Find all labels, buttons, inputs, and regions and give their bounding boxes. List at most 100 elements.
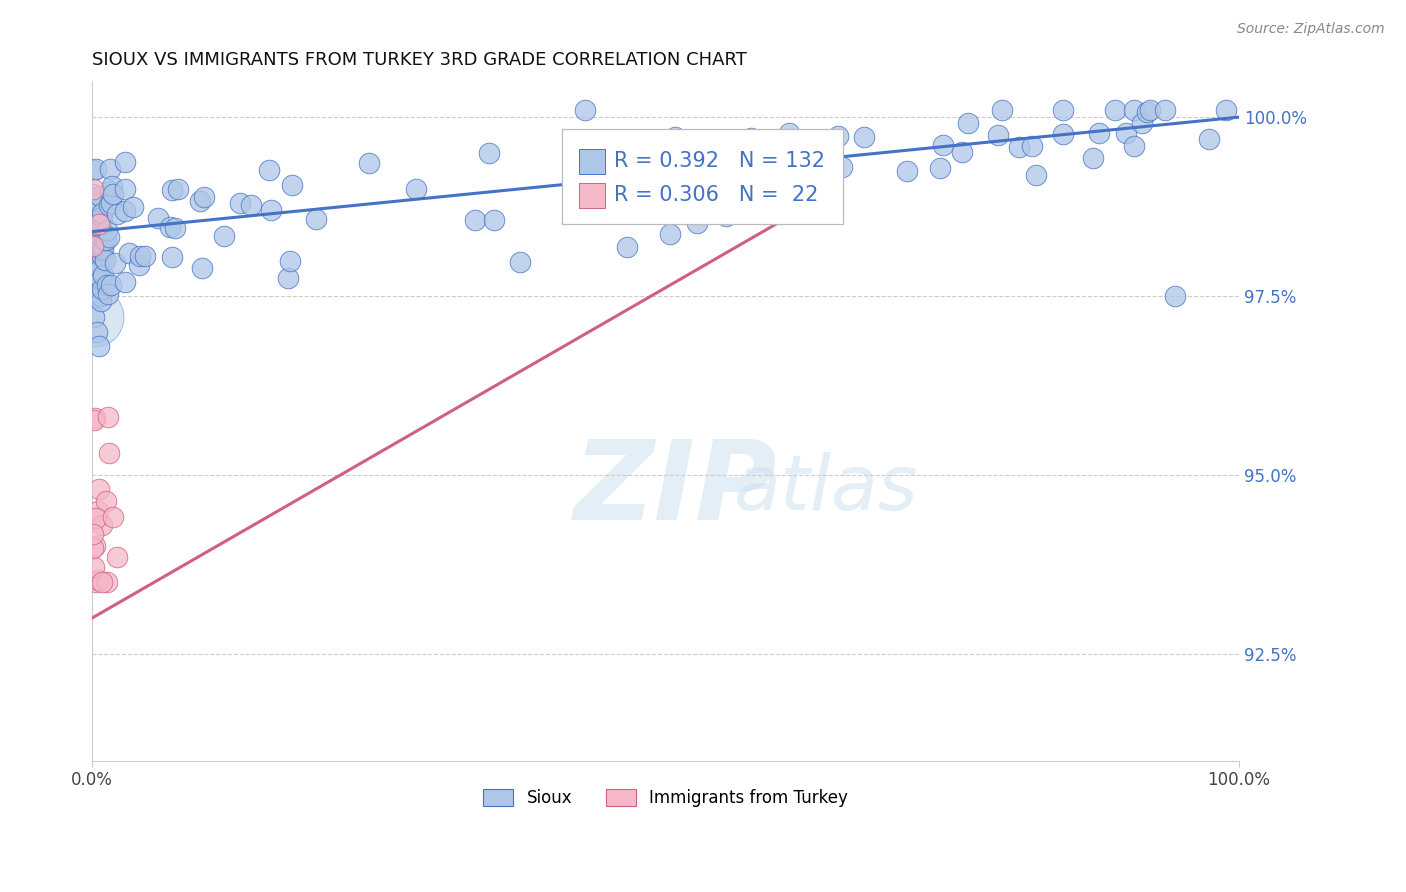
Point xyxy=(82,163,104,178)
Point xyxy=(101,179,124,194)
Text: R = 0.392   N = 132: R = 0.392 N = 132 xyxy=(614,151,825,171)
Point xyxy=(1123,103,1146,117)
Point xyxy=(84,540,107,554)
Point xyxy=(780,170,803,185)
Point xyxy=(1052,127,1074,141)
Point xyxy=(97,230,120,244)
Point xyxy=(105,207,128,221)
Point xyxy=(87,196,110,211)
Point xyxy=(101,510,124,524)
Text: R = 0.306   N =  22: R = 0.306 N = 22 xyxy=(614,185,818,205)
Point xyxy=(1115,126,1137,140)
Point xyxy=(827,128,849,143)
Text: atlas: atlas xyxy=(734,452,918,526)
Point xyxy=(87,219,110,234)
Point xyxy=(89,236,111,251)
Point xyxy=(281,178,304,193)
Point xyxy=(1164,289,1187,303)
Text: ZIP: ZIP xyxy=(574,435,778,542)
Point xyxy=(405,182,427,196)
Point xyxy=(87,227,110,241)
Point xyxy=(96,222,118,236)
Point xyxy=(86,575,108,590)
Point xyxy=(259,163,281,178)
Point xyxy=(991,103,1014,117)
Point xyxy=(82,186,104,201)
Point xyxy=(188,194,211,208)
Point xyxy=(616,239,638,253)
Point xyxy=(160,182,183,196)
Point xyxy=(114,275,136,289)
Point xyxy=(240,198,263,212)
Text: Source: ZipAtlas.com: Source: ZipAtlas.com xyxy=(1237,22,1385,37)
Point xyxy=(1135,105,1157,120)
Point xyxy=(90,289,112,303)
Point xyxy=(87,482,110,496)
Point xyxy=(686,216,709,230)
Point xyxy=(83,410,105,425)
Point xyxy=(84,223,107,237)
Point xyxy=(163,221,186,235)
Point xyxy=(98,198,121,212)
Point xyxy=(82,235,104,249)
Point xyxy=(1139,103,1161,117)
Point xyxy=(167,181,190,195)
Point xyxy=(97,446,120,460)
Point xyxy=(84,218,107,232)
Point xyxy=(82,239,104,253)
Point xyxy=(114,154,136,169)
Point xyxy=(86,202,108,216)
Point xyxy=(114,181,136,195)
Point xyxy=(134,249,156,263)
Point xyxy=(96,278,118,293)
Point xyxy=(478,146,501,161)
Point xyxy=(740,130,762,145)
Point xyxy=(617,148,640,162)
Legend: Sioux, Immigrants from Turkey: Sioux, Immigrants from Turkey xyxy=(477,782,855,814)
Point xyxy=(97,287,120,301)
Point xyxy=(1008,140,1031,154)
Point xyxy=(91,268,114,282)
Point xyxy=(664,130,686,145)
Point xyxy=(787,160,810,174)
Point xyxy=(148,211,170,226)
Point xyxy=(129,249,152,263)
Point xyxy=(96,575,118,590)
Point xyxy=(98,184,121,198)
Text: SIOUX VS IMMIGRANTS FROM TURKEY 3RD GRADE CORRELATION CHART: SIOUX VS IMMIGRANTS FROM TURKEY 3RD GRAD… xyxy=(93,51,747,69)
Point xyxy=(93,233,115,247)
Point xyxy=(86,161,108,176)
Point xyxy=(90,220,112,235)
Point xyxy=(574,103,596,117)
Point xyxy=(91,206,114,220)
Point xyxy=(84,247,107,261)
Point xyxy=(83,310,105,325)
Point xyxy=(853,130,876,145)
Point xyxy=(87,211,110,225)
Point xyxy=(1087,126,1109,140)
Point xyxy=(659,227,682,241)
Point xyxy=(229,196,252,211)
Point xyxy=(748,147,770,161)
Point xyxy=(90,271,112,285)
Point xyxy=(86,254,108,268)
Point xyxy=(84,239,107,253)
Point xyxy=(212,228,235,243)
Point xyxy=(87,574,110,588)
Bar xyxy=(579,183,605,209)
Point xyxy=(91,243,114,257)
Point xyxy=(190,261,212,276)
Point xyxy=(89,243,111,257)
Point xyxy=(305,211,328,226)
Point xyxy=(89,246,111,260)
Point xyxy=(778,126,800,140)
Point xyxy=(91,575,114,590)
Point xyxy=(97,410,120,425)
Point xyxy=(82,213,104,227)
Point xyxy=(193,189,215,203)
Point xyxy=(950,145,973,159)
Point xyxy=(100,278,122,293)
Point xyxy=(105,550,128,565)
Point xyxy=(90,249,112,263)
Point xyxy=(277,271,299,285)
